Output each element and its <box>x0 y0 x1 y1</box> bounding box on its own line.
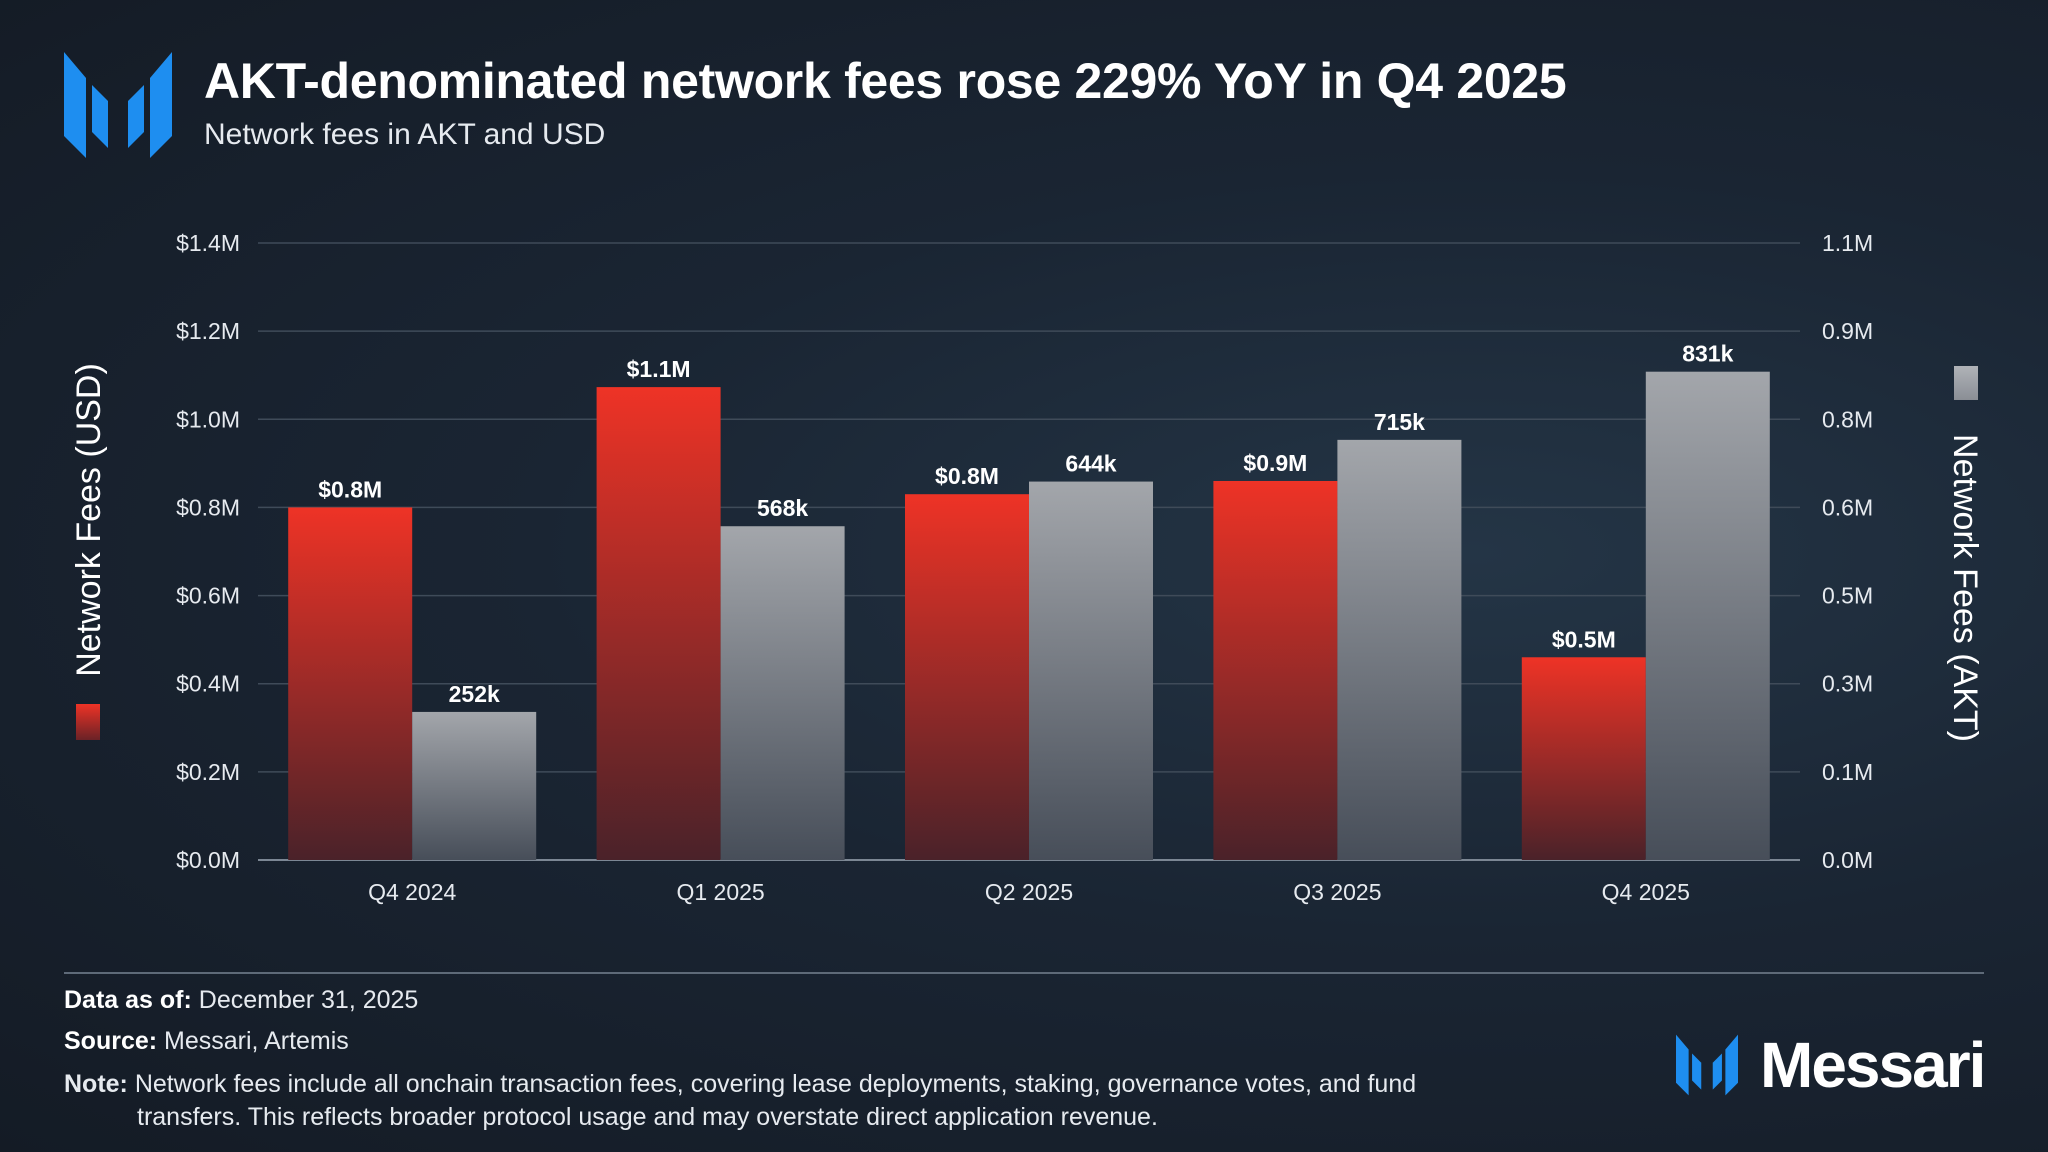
usd-value-label: $1.1M <box>627 356 691 382</box>
category-label: Q1 2025 <box>676 879 764 905</box>
left-tick-label: $0.8M <box>176 494 240 520</box>
left-tick-label: $0.0M <box>176 847 240 873</box>
akt-value-label: 644k <box>1065 451 1116 477</box>
left-axis-title: Network Fees (USD) <box>70 363 108 677</box>
messari-logo-icon <box>64 52 172 158</box>
left-tick-label: $1.2M <box>176 318 240 344</box>
right-tick-label: 0.6M <box>1822 494 1873 520</box>
right-tick-label: 0.9M <box>1822 318 1873 344</box>
source-value: Messari, Artemis <box>157 1027 349 1055</box>
akt-bar <box>1337 439 1462 860</box>
category-label: Q3 2025 <box>1293 879 1381 905</box>
left-tick-label: $0.4M <box>176 671 240 697</box>
akt-bar <box>720 526 845 860</box>
akt-bar <box>412 711 537 860</box>
note-line-2: transfers. This reflects broader protoco… <box>137 1103 1158 1131</box>
right-tick-label: 0.1M <box>1822 759 1873 785</box>
usd-bar <box>1213 480 1338 860</box>
akt-value-label: 568k <box>757 495 808 521</box>
data-as-of-label: Data as of: <box>64 986 192 1014</box>
right-tick-label: 0.0M <box>1822 847 1873 873</box>
page-title: AKT-denominated network fees rose 229% Y… <box>204 53 1567 109</box>
brand-name: Messari <box>1760 1029 1986 1101</box>
source-label: Source: <box>64 1027 158 1055</box>
left-tick-label: $0.6M <box>176 583 240 609</box>
usd-bar <box>905 494 1029 860</box>
note-line-1: Network fees include all onchain transac… <box>127 1070 1417 1098</box>
page-subtitle: Network fees in AKT and USD <box>204 118 606 151</box>
akt-axis-swatch <box>1954 366 1978 400</box>
note: Note: Network fees include all onchain t… <box>64 1068 1524 1134</box>
usd-value-label: $0.8M <box>318 476 382 502</box>
akt-value-label: 252k <box>449 681 500 707</box>
left-tick-label: $0.2M <box>176 759 240 785</box>
messari-brand-icon <box>1676 1034 1738 1096</box>
usd-bar <box>1521 657 1646 860</box>
usd-value-label: $0.8M <box>935 463 999 489</box>
usd-value-label: $0.5M <box>1552 626 1616 652</box>
usd-bar <box>596 387 721 860</box>
footer-divider <box>64 972 1984 974</box>
source: Source: Messari, Artemis <box>64 1027 349 1056</box>
category-label: Q2 2025 <box>985 879 1073 905</box>
akt-bar <box>1645 371 1770 860</box>
akt-bar <box>1029 481 1153 860</box>
usd-axis-swatch <box>76 704 100 740</box>
usd-bar <box>288 507 413 860</box>
right-tick-label: 0.8M <box>1822 406 1873 432</box>
right-axis-title: Network Fees (AKT) <box>1946 434 1984 742</box>
right-tick-label: 1.1M <box>1822 230 1873 256</box>
data-as-of-value: December 31, 2025 <box>191 986 419 1014</box>
note-label: Note: <box>64 1070 128 1098</box>
left-tick-label: $1.0M <box>176 406 240 432</box>
category-label: Q4 2025 <box>1602 879 1690 905</box>
data-as-of: Data as of: December 31, 2025 <box>64 986 418 1015</box>
left-tick-label: $1.4M <box>176 230 240 256</box>
brand: Messari <box>1676 1028 1986 1102</box>
akt-value-label: 715k <box>1374 409 1425 435</box>
right-tick-label: 0.5M <box>1822 583 1873 609</box>
akt-value-label: 831k <box>1682 341 1733 367</box>
right-tick-label: 0.3M <box>1822 671 1873 697</box>
category-label: Q4 2024 <box>368 879 456 905</box>
usd-value-label: $0.9M <box>1243 450 1307 476</box>
